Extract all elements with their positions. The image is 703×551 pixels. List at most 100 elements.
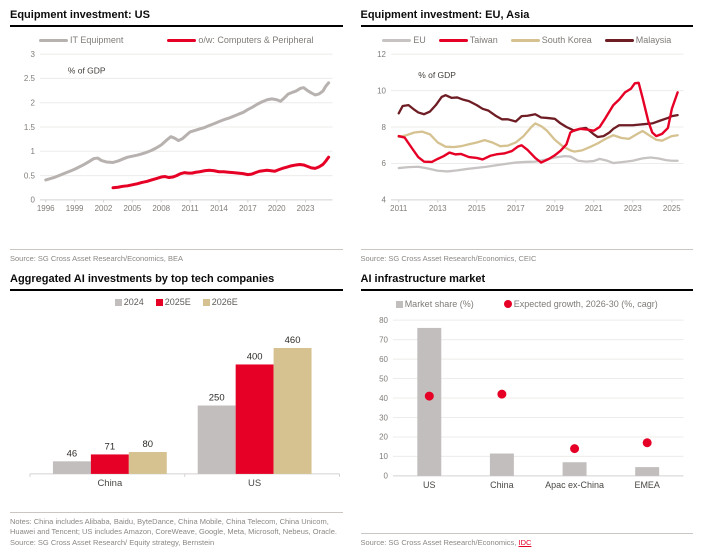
svg-text:1: 1	[31, 147, 36, 156]
legend-dot-swatch	[503, 300, 512, 308]
svg-text:6: 6	[381, 159, 386, 168]
legend-label: South Korea	[541, 35, 592, 45]
legend-label: 2026E	[211, 297, 238, 307]
svg-text:1999: 1999	[66, 204, 84, 213]
source-note: Source: SG Cross Asset Research/Economic…	[360, 248, 693, 265]
svg-text:% of GDP: % of GDP	[418, 70, 456, 80]
svg-text:1996: 1996	[37, 204, 55, 213]
legend-item-o-w-computers-peripheral: o/w: Computers & Peripheral	[167, 35, 313, 45]
svg-text:8: 8	[381, 123, 386, 132]
legend-item-taiwan: Taiwan	[438, 35, 498, 45]
svg-text:12: 12	[377, 50, 386, 59]
svg-text:4: 4	[381, 196, 386, 205]
svg-text:71: 71	[105, 441, 116, 452]
source-note: Source: SG Cross Asset Research/Economic…	[360, 532, 693, 549]
legend-ai-infrastructure: Market share (%) Expected growth, 2026-30…	[361, 299, 694, 309]
svg-text:US: US	[248, 478, 261, 489]
svg-text:10: 10	[379, 452, 388, 461]
ai-investments-chart: 46 250 71 400 80 460 China US	[29, 335, 341, 489]
svg-text:3: 3	[31, 50, 36, 59]
legend-line-swatch	[510, 38, 540, 42]
svg-text:2021: 2021	[584, 204, 602, 213]
svg-text:20: 20	[379, 433, 388, 442]
legend-item-eu: EU	[382, 35, 426, 45]
legend-item-it-equipment: IT Equipment	[39, 35, 123, 45]
legend-equipment-eu-asia: EU Taiwan South Korea Malaysia	[361, 35, 694, 45]
legend-label: Market share (%)	[404, 299, 474, 309]
svg-text:70: 70	[379, 335, 388, 344]
svg-text:60: 60	[379, 355, 388, 364]
legend-square-swatch	[202, 298, 210, 306]
legend-square-swatch	[395, 300, 403, 308]
svg-text:2005: 2005	[123, 204, 141, 213]
panel-title: AI infrastructure market	[360, 272, 693, 291]
svg-text:80: 80	[379, 316, 388, 325]
svg-text:80: 80	[143, 439, 154, 450]
panel-title: Aggregated AI investments by top tech co…	[10, 272, 343, 291]
svg-text:400: 400	[247, 351, 263, 362]
legend-label: Expected growth, 2026-30 (%, cagr)	[513, 299, 658, 309]
ai-infrastructure-chart: 0 10 20 30 40 50 60 70 80 US China Apac ex-China EME…	[379, 316, 684, 490]
notes-text: Notes: China includes Alibaba, Baidu, By…	[10, 511, 343, 549]
panel-ai-infrastructure: AI infrastructure market Market share (%…	[360, 272, 694, 549]
legend-item-2025e: 2025E	[155, 297, 191, 307]
svg-text:250: 250	[209, 392, 225, 403]
svg-text:0: 0	[383, 472, 388, 481]
legend-label: Malaysia	[635, 35, 672, 45]
legend-item-south-korea: South Korea	[510, 35, 592, 45]
svg-text:China: China	[97, 478, 122, 489]
legend-label: 2025E	[164, 297, 191, 307]
panel-equipment-eu-asia: Equipment investment: EU, Asia EU Taiwan S…	[360, 8, 694, 265]
svg-text:1.5: 1.5	[24, 123, 36, 132]
legend-item-2026e: 2026E	[202, 297, 238, 307]
legend-item-2024: 2024	[114, 297, 144, 307]
svg-text:2017: 2017	[239, 204, 257, 213]
svg-text:2015: 2015	[467, 204, 485, 213]
svg-text:2.5: 2.5	[24, 74, 36, 83]
idc-link[interactable]: IDC	[518, 537, 532, 547]
svg-text:2008: 2008	[152, 204, 170, 213]
legend-label: o/w: Computers & Peripheral	[198, 35, 314, 45]
us-equipment-chart: 0 0.5 1 1.5 2 2.5 3 1996 1999 2002 2005 2008 2011 201…	[24, 50, 333, 213]
svg-text:2025: 2025	[662, 204, 680, 213]
panel-ai-investments: Aggregated AI investments by top tech co…	[10, 272, 343, 548]
svg-text:0: 0	[31, 196, 36, 205]
legend-square-swatch	[155, 298, 163, 306]
svg-text:30: 30	[379, 413, 388, 422]
legend-line-swatch	[39, 38, 69, 42]
svg-text:2023: 2023	[623, 204, 641, 213]
svg-text:2019: 2019	[545, 204, 563, 213]
legend-line-swatch	[382, 38, 412, 42]
svg-text:40: 40	[379, 394, 388, 403]
svg-text:2011: 2011	[182, 204, 200, 213]
legend-square-swatch	[114, 298, 122, 306]
svg-text:2002: 2002	[95, 204, 113, 213]
legend-label: EU	[413, 35, 426, 45]
svg-text:EMEA: EMEA	[634, 480, 659, 490]
panel-title: Equipment investment: US	[10, 8, 343, 27]
svg-text:% of GDP: % of GDP	[68, 66, 106, 76]
svg-text:2020: 2020	[268, 204, 286, 213]
svg-text:2017: 2017	[506, 204, 524, 213]
source-prefix: Source: SG Cross Asset Research/Economic…	[360, 537, 519, 547]
svg-text:2011: 2011	[390, 204, 408, 213]
panel-title: Equipment investment: EU, Asia	[360, 8, 693, 27]
svg-text:Apac ex-China: Apac ex-China	[545, 480, 604, 490]
legend-item-expected-growth-2026-30-cagr: Expected growth, 2026-30 (%, cagr)	[503, 299, 658, 309]
source-note: Source: SG Cross Asset Research/Economic…	[10, 248, 343, 265]
legend-equipment-us: IT Equipment o/w: Computers & Peripheral	[10, 35, 343, 45]
svg-text:China: China	[490, 480, 513, 490]
svg-text:46: 46	[67, 448, 78, 459]
legend-line-swatch	[438, 38, 468, 42]
svg-text:2014: 2014	[210, 204, 228, 213]
eu-asia-equipment-chart: 4 6 8 10 12 2011 2013 2015 2017 2019 2021 2023 2025%…	[377, 50, 684, 213]
legend-label: 2024	[123, 297, 144, 307]
legend-item-malaysia: Malaysia	[604, 35, 672, 45]
svg-text:2023: 2023	[297, 204, 315, 213]
svg-text:US: US	[423, 480, 435, 490]
legend-ai-investments: 2024 2025E 2026E	[10, 297, 343, 307]
legend-line-swatch	[604, 38, 634, 42]
svg-text:2013: 2013	[428, 204, 446, 213]
legend-label: IT Equipment	[70, 35, 124, 45]
